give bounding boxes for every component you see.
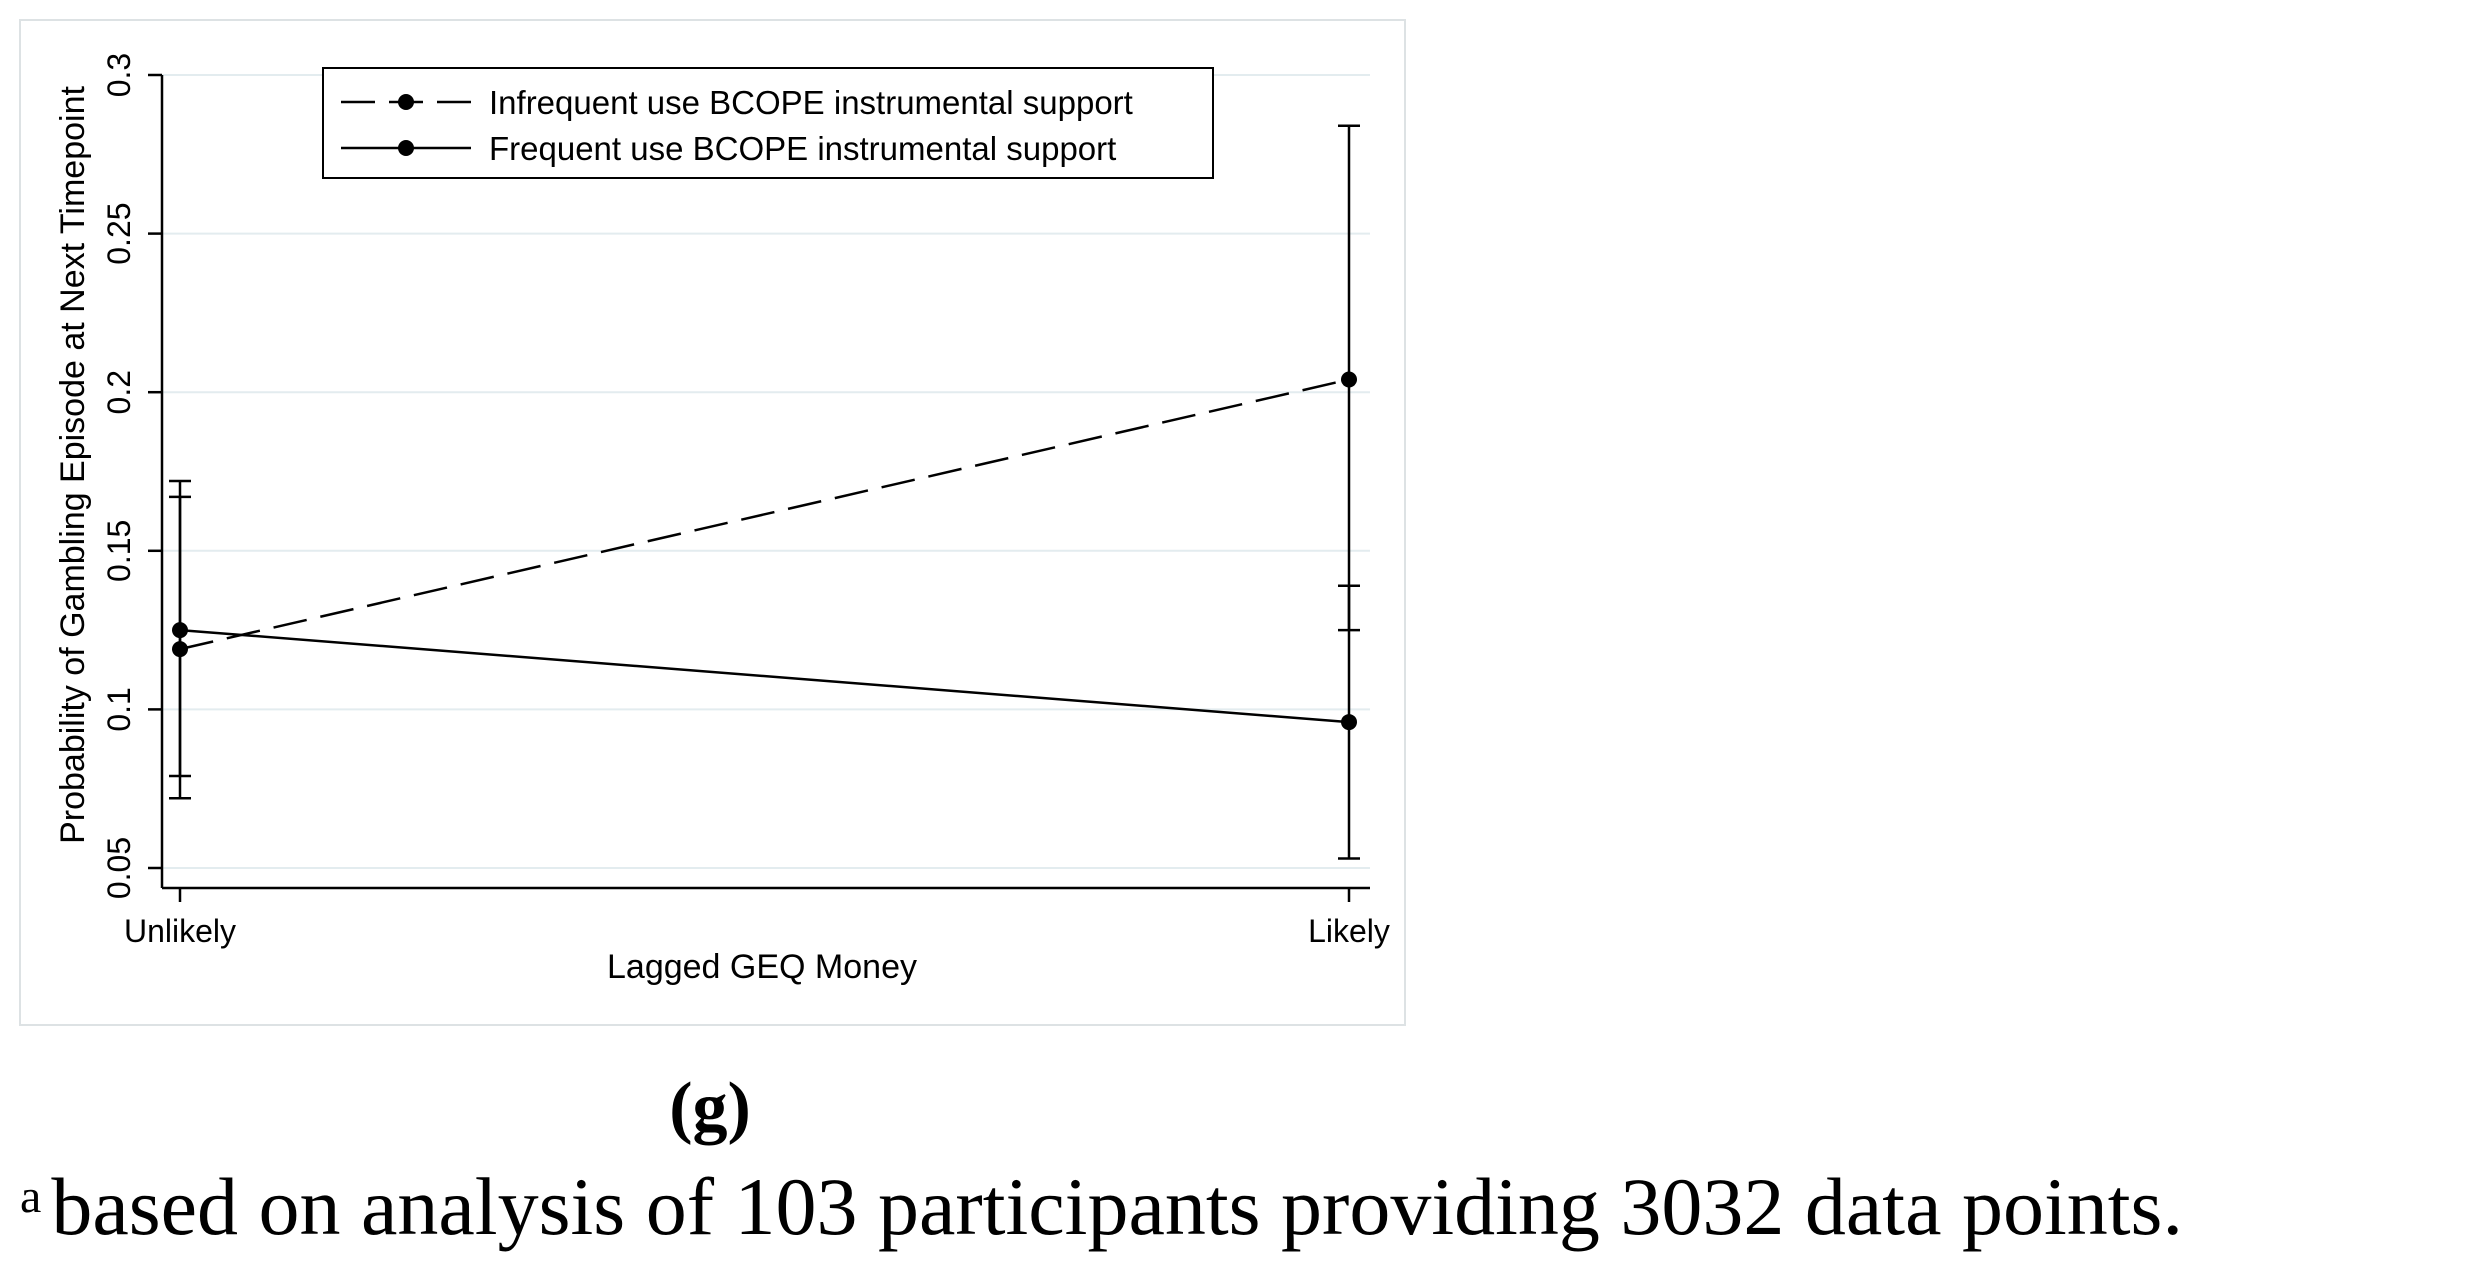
legend-label: Frequent use BCOPE instrumental support [489, 130, 1116, 167]
y-tick-label: 0.3 [101, 53, 137, 97]
x-axis-title: Lagged GEQ Money [607, 948, 917, 986]
legend-label: Infrequent use BCOPE instrumental suppor… [489, 84, 1133, 121]
data-point [1341, 714, 1357, 731]
legend-marker [398, 94, 414, 110]
panel-label: (g) [669, 1069, 751, 1146]
data-point [172, 622, 188, 639]
chart-frame [19, 19, 1406, 1026]
y-tick-label: 0.25 [101, 202, 137, 264]
y-tick-label: 0.1 [101, 687, 137, 731]
legend-box [322, 67, 1214, 179]
x-tick-label: Unlikely [124, 913, 236, 949]
data-point [1341, 371, 1357, 388]
y-tick-label: 0.05 [101, 837, 137, 899]
footnote: a based on analysis of 103 participants p… [20, 1160, 2183, 1254]
y-tick-label: 0.2 [101, 370, 137, 414]
x-tick-label: Likely [1308, 913, 1390, 949]
chart: 0.05 0.1 0.15 0.2 0.25 0.3 Unlikely Likely Lagge… [19, 19, 1406, 1026]
y-tick-label: 0.15 [101, 520, 137, 582]
series-line [179, 378, 1350, 651]
footnote-marker: a [20, 1170, 42, 1223]
series-line [179, 628, 1350, 724]
legend-marker [398, 140, 414, 156]
y-axis-title: Probability of Gambling Episode at Next … [54, 86, 92, 844]
footnote-text: based on analysis of 103 participants pr… [51, 1161, 2183, 1252]
